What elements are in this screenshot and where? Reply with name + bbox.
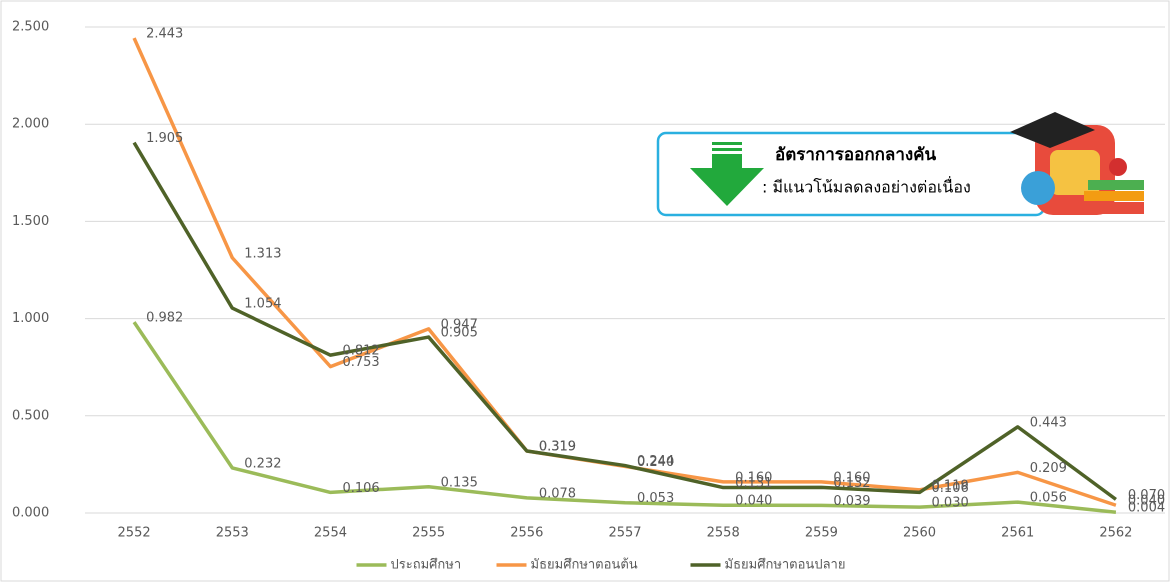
y-tick-label: 1.000 <box>12 311 49 326</box>
y-tick-label: 1.500 <box>12 214 49 229</box>
x-tick-label: 2560 <box>903 526 936 541</box>
data-label: 0.160 <box>735 470 772 485</box>
down-arrow <box>690 154 764 206</box>
data-label: 0.106 <box>932 481 969 496</box>
data-label: 0.053 <box>637 491 674 506</box>
school-icon <box>1010 112 1144 215</box>
arrow-bar <box>712 142 742 145</box>
data-label: 0.240 <box>637 455 674 470</box>
series-line <box>132 141 1117 501</box>
legend-label: มัธยมศึกษาตอนปลาย <box>725 558 846 573</box>
x-tick-label: 2556 <box>510 526 543 541</box>
x-tick-label: 2552 <box>118 526 151 541</box>
data-label: 0.753 <box>342 355 379 370</box>
data-label: 0.947 <box>441 317 478 332</box>
x-tick-label: 2554 <box>314 526 347 541</box>
book <box>1084 191 1144 201</box>
book <box>1090 202 1144 214</box>
x-tick-label: 2553 <box>216 526 249 541</box>
backpack-pocket <box>1050 150 1100 195</box>
data-label: 0.319 <box>539 439 576 454</box>
callout-text: : มีแนวโน้มลดลงอย่างต่อเนื่อง <box>762 176 971 197</box>
data-label: 0.106 <box>342 481 379 496</box>
series-line <box>132 321 1117 514</box>
y-tick-label: 0.500 <box>12 408 49 423</box>
data-label: 0.056 <box>1030 491 1067 506</box>
x-tick-label: 2562 <box>1099 526 1132 541</box>
data-label: 0.244 <box>637 454 674 469</box>
data-label: 0.160 <box>833 470 870 485</box>
globe <box>1021 171 1055 205</box>
data-label: 1.905 <box>146 131 183 146</box>
data-label: 0.443 <box>1030 415 1067 430</box>
data-label: 0.078 <box>539 486 576 501</box>
grad-cap <box>1010 112 1095 148</box>
data-label: 1.313 <box>244 246 281 261</box>
data-label: 0.070 <box>1128 488 1165 503</box>
data-label: 0.232 <box>244 456 281 471</box>
data-label: 0.982 <box>146 311 183 326</box>
book <box>1088 180 1144 190</box>
data-label: 0.040 <box>735 494 772 509</box>
y-tick-label: 2.500 <box>12 20 49 35</box>
y-tick-label: 0.000 <box>12 506 49 521</box>
callout: อัตราการออกกลางคัน : มีแนวโน้มลดลงอย่างต… <box>656 131 1046 217</box>
data-label: 2.443 <box>146 27 183 42</box>
x-tick-label: 2561 <box>1001 526 1034 541</box>
x-tick-label: 2555 <box>412 526 445 541</box>
data-label: 0.132 <box>833 476 870 491</box>
data-label: 0.319 <box>539 439 576 454</box>
data-label: 0.131 <box>735 476 772 491</box>
data-label: 0.039 <box>833 494 870 509</box>
y-tick-label: 2.000 <box>12 117 49 132</box>
data-label: 0.812 <box>342 344 379 359</box>
data-label: 1.054 <box>244 297 281 312</box>
data-label: 0.030 <box>932 496 969 511</box>
data-label: 0.135 <box>441 475 478 490</box>
apple <box>1109 158 1127 176</box>
x-tick-label: 2557 <box>608 526 641 541</box>
data-label: 0.004 <box>1128 501 1165 516</box>
legend-label: มัธยมศึกษาตอนต้น <box>531 558 638 573</box>
callout-title: อัตราการออกกลางคัน <box>775 145 937 165</box>
data-label: 0.209 <box>1030 461 1067 476</box>
x-tick-label: 2559 <box>805 526 838 541</box>
data-label: 0.905 <box>441 326 478 341</box>
data-label: 0.040 <box>1128 494 1165 509</box>
data-label: 0.119 <box>932 478 969 493</box>
arrow-bar <box>712 148 742 151</box>
x-tick-label: 2558 <box>707 526 740 541</box>
legend-label: ประถมศึกษา <box>391 558 462 573</box>
